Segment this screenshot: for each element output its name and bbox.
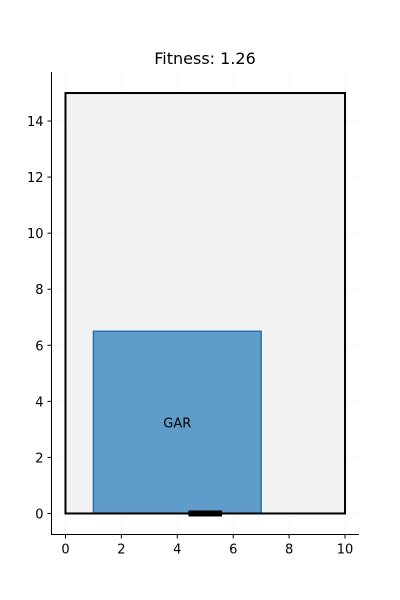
y-tick-label: 12 xyxy=(27,171,44,186)
y-tick-label: 10 xyxy=(27,227,44,242)
y-tick-label: 14 xyxy=(27,115,44,130)
x-tick-label: 2 xyxy=(117,543,125,558)
x-tick-label: 4 xyxy=(173,543,181,558)
x-tick-label: 10 xyxy=(337,543,354,558)
entrance-door xyxy=(188,510,223,517)
y-tick-label: 4 xyxy=(35,395,43,410)
plot-layer: GAR xyxy=(64,92,347,517)
room-gar xyxy=(92,330,262,515)
y-tick-label: 8 xyxy=(35,283,43,298)
x-tick-label: 8 xyxy=(285,543,293,558)
room-label-gar: GAR xyxy=(163,416,191,431)
y-tick-label: 6 xyxy=(35,339,43,354)
x-tick-label: 6 xyxy=(229,543,237,558)
y-tick-label: 0 xyxy=(35,507,43,522)
chart-title: Fitness: 1.26 xyxy=(154,49,256,68)
ticks-layer: 0 2 4 6 8 10 0 2 4 6 8 10 12 14 xyxy=(27,115,353,557)
y-tick-label: 2 xyxy=(35,451,43,466)
x-tick-label: 0 xyxy=(61,543,69,558)
